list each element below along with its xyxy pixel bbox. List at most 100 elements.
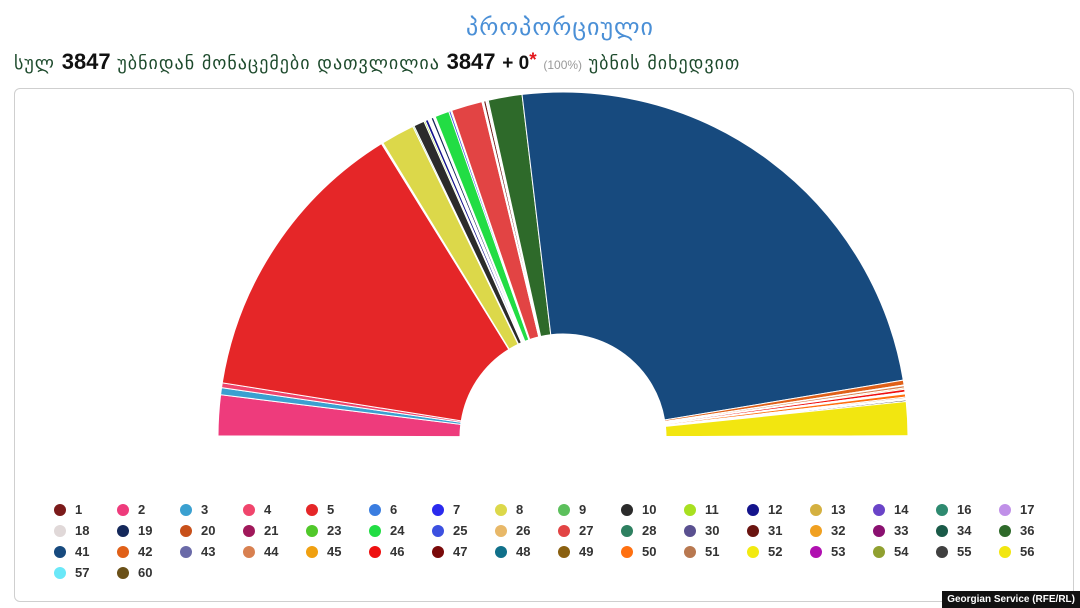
legend-label: 25 [453,523,468,538]
counting-status: სულ 3847 უბნიდან მონაცემები დათვლილია 38… [14,46,1064,80]
legend-item-14[interactable]: 14 [873,499,936,520]
legend-item-53[interactable]: 53 [810,541,873,562]
legend-item-7[interactable]: 7 [432,499,495,520]
legend-swatch [684,545,696,558]
legend-swatch [684,503,696,516]
legend-label: 14 [894,502,909,517]
legend-swatch [180,524,192,537]
legend-item-3[interactable]: 3 [180,499,243,520]
legend-item-44[interactable]: 44 [243,541,306,562]
legend-swatch [54,503,66,516]
legend-label: 42 [138,544,153,559]
legend-item-55[interactable]: 55 [936,541,999,562]
legend-item-49[interactable]: 49 [558,541,621,562]
slice-party-60[interactable] [665,435,909,438]
legend-item-28[interactable]: 28 [621,520,684,541]
legend-label: 34 [957,523,972,538]
legend-item-19[interactable]: 19 [117,520,180,541]
legend-item-50[interactable]: 50 [621,541,684,562]
legend-swatch [621,545,633,558]
legend-item-30[interactable]: 30 [684,520,747,541]
legend-label: 54 [894,544,909,559]
legend-item-23[interactable]: 23 [306,520,369,541]
legend-item-36[interactable]: 36 [999,520,1062,541]
percent-counted: (100%) [543,58,583,72]
legend-item-48[interactable]: 48 [495,541,558,562]
legend-item-6[interactable]: 6 [369,499,432,520]
chart-legend: 1 2 3 4 5 6 7 8 9 10 11 12 13 14 16 17 18 19 20 21 23 24 25 26 2… [54,499,1064,583]
legend-item-42[interactable]: 42 [117,541,180,562]
legend-swatch [810,545,822,558]
legend-item-11[interactable]: 11 [684,499,747,520]
legend-swatch [243,545,255,558]
legend-label: 50 [642,544,657,559]
legend-item-54[interactable]: 54 [873,541,936,562]
legend-item-16[interactable]: 16 [936,499,999,520]
legend-item-18[interactable]: 18 [54,520,117,541]
legend-swatch [306,503,318,516]
legend-item-34[interactable]: 34 [936,520,999,541]
total-prefix: სულ [14,53,55,74]
legend-item-12[interactable]: 12 [747,499,810,520]
legend-label: 24 [390,523,405,538]
legend-item-43[interactable]: 43 [180,541,243,562]
legend-item-32[interactable]: 32 [810,520,873,541]
legend-label: 44 [264,544,279,559]
legend-swatch [558,524,570,537]
legend-item-5[interactable]: 5 [306,499,369,520]
legend-item-1[interactable]: 1 [54,499,117,520]
legend-swatch [432,503,444,516]
legend-label: 28 [642,523,657,538]
legend-label: 55 [957,544,972,559]
legend-swatch [747,545,759,558]
legend-item-31[interactable]: 31 [747,520,810,541]
legend-item-17[interactable]: 17 [999,499,1062,520]
legend-item-8[interactable]: 8 [495,499,558,520]
legend-item-13[interactable]: 13 [810,499,873,520]
total-precincts: 3847 [61,49,111,74]
legend-item-52[interactable]: 52 [747,541,810,562]
legend-swatch [306,524,318,537]
legend-label: 6 [390,502,398,517]
legend-swatch [495,524,507,537]
slice-party-41[interactable] [521,91,904,421]
legend-item-46[interactable]: 46 [369,541,432,562]
legend-label: 21 [264,523,279,538]
legend-label: 49 [579,544,594,559]
status-text-mid: უბნიდან მონაცემები დათვლილია [117,53,440,74]
legend-item-60[interactable]: 60 [117,562,180,583]
legend-item-47[interactable]: 47 [432,541,495,562]
legend-swatch [936,545,948,558]
legend-item-20[interactable]: 20 [180,520,243,541]
legend-item-10[interactable]: 10 [621,499,684,520]
legend-swatch [369,545,381,558]
legend-item-41[interactable]: 41 [54,541,117,562]
legend-item-26[interactable]: 26 [495,520,558,541]
legend-item-2[interactable]: 2 [117,499,180,520]
legend-swatch [432,545,444,558]
legend-item-4[interactable]: 4 [243,499,306,520]
legend-item-56[interactable]: 56 [999,541,1062,562]
legend-swatch [54,545,66,558]
legend-item-45[interactable]: 45 [306,541,369,562]
legend-label: 3 [201,502,209,517]
legend-item-24[interactable]: 24 [369,520,432,541]
legend-item-27[interactable]: 27 [558,520,621,541]
legend-swatch [117,524,129,537]
legend-item-57[interactable]: 57 [54,562,117,583]
slice-party-5[interactable] [221,142,510,422]
legend-item-33[interactable]: 33 [873,520,936,541]
watermark: Georgian Service (RFE/RL) [942,591,1080,608]
legend-swatch [810,524,822,537]
legend-label: 8 [516,502,524,517]
legend-swatch [558,503,570,516]
legend-label: 11 [705,502,719,517]
legend-swatch [936,524,948,537]
legend-swatch [54,566,66,579]
legend-item-21[interactable]: 21 [243,520,306,541]
legend-item-25[interactable]: 25 [432,520,495,541]
legend-item-51[interactable]: 51 [684,541,747,562]
legend-item-9[interactable]: 9 [558,499,621,520]
legend-swatch [621,524,633,537]
